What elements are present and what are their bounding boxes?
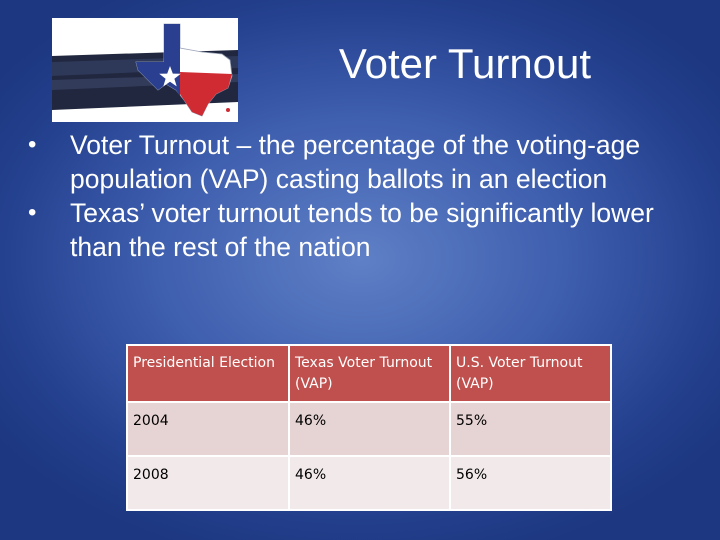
table-cell: 46% <box>288 401 451 457</box>
column-header: Presidential Election <box>126 344 290 403</box>
table-header-row: Presidential Election Texas Voter Turnou… <box>126 344 612 403</box>
bullet-list: • Voter Turnout – the percentage of the … <box>28 128 668 264</box>
texas-flag-map-icon <box>52 18 238 122</box>
bullet-icon: • <box>28 199 37 226</box>
column-header: Texas Voter Turnout (VAP) <box>288 344 451 403</box>
bullet-icon: • <box>28 131 37 158</box>
slide-title: Voter Turnout <box>338 40 592 87</box>
bullet-text: Voter Turnout – the percentage of the vo… <box>70 130 641 194</box>
table-cell: 2008 <box>126 455 290 511</box>
turnout-table: Presidential Election Texas Voter Turnou… <box>126 344 612 511</box>
table-cell: 2004 <box>126 401 290 457</box>
bullet-text: Texas’ voter turnout tends to be signifi… <box>70 198 654 262</box>
table-cell: 46% <box>288 455 451 511</box>
table-row: 2004 46% 55% <box>126 401 612 457</box>
column-header: U.S. Voter Turnout (VAP) <box>449 344 612 403</box>
bullet-item: • Voter Turnout – the percentage of the … <box>28 128 668 196</box>
table-row: 2008 46% 56% <box>126 455 612 511</box>
table-cell: 56% <box>449 455 612 511</box>
bullet-item: • Texas’ voter turnout tends to be signi… <box>28 196 668 264</box>
table-cell: 55% <box>449 401 612 457</box>
